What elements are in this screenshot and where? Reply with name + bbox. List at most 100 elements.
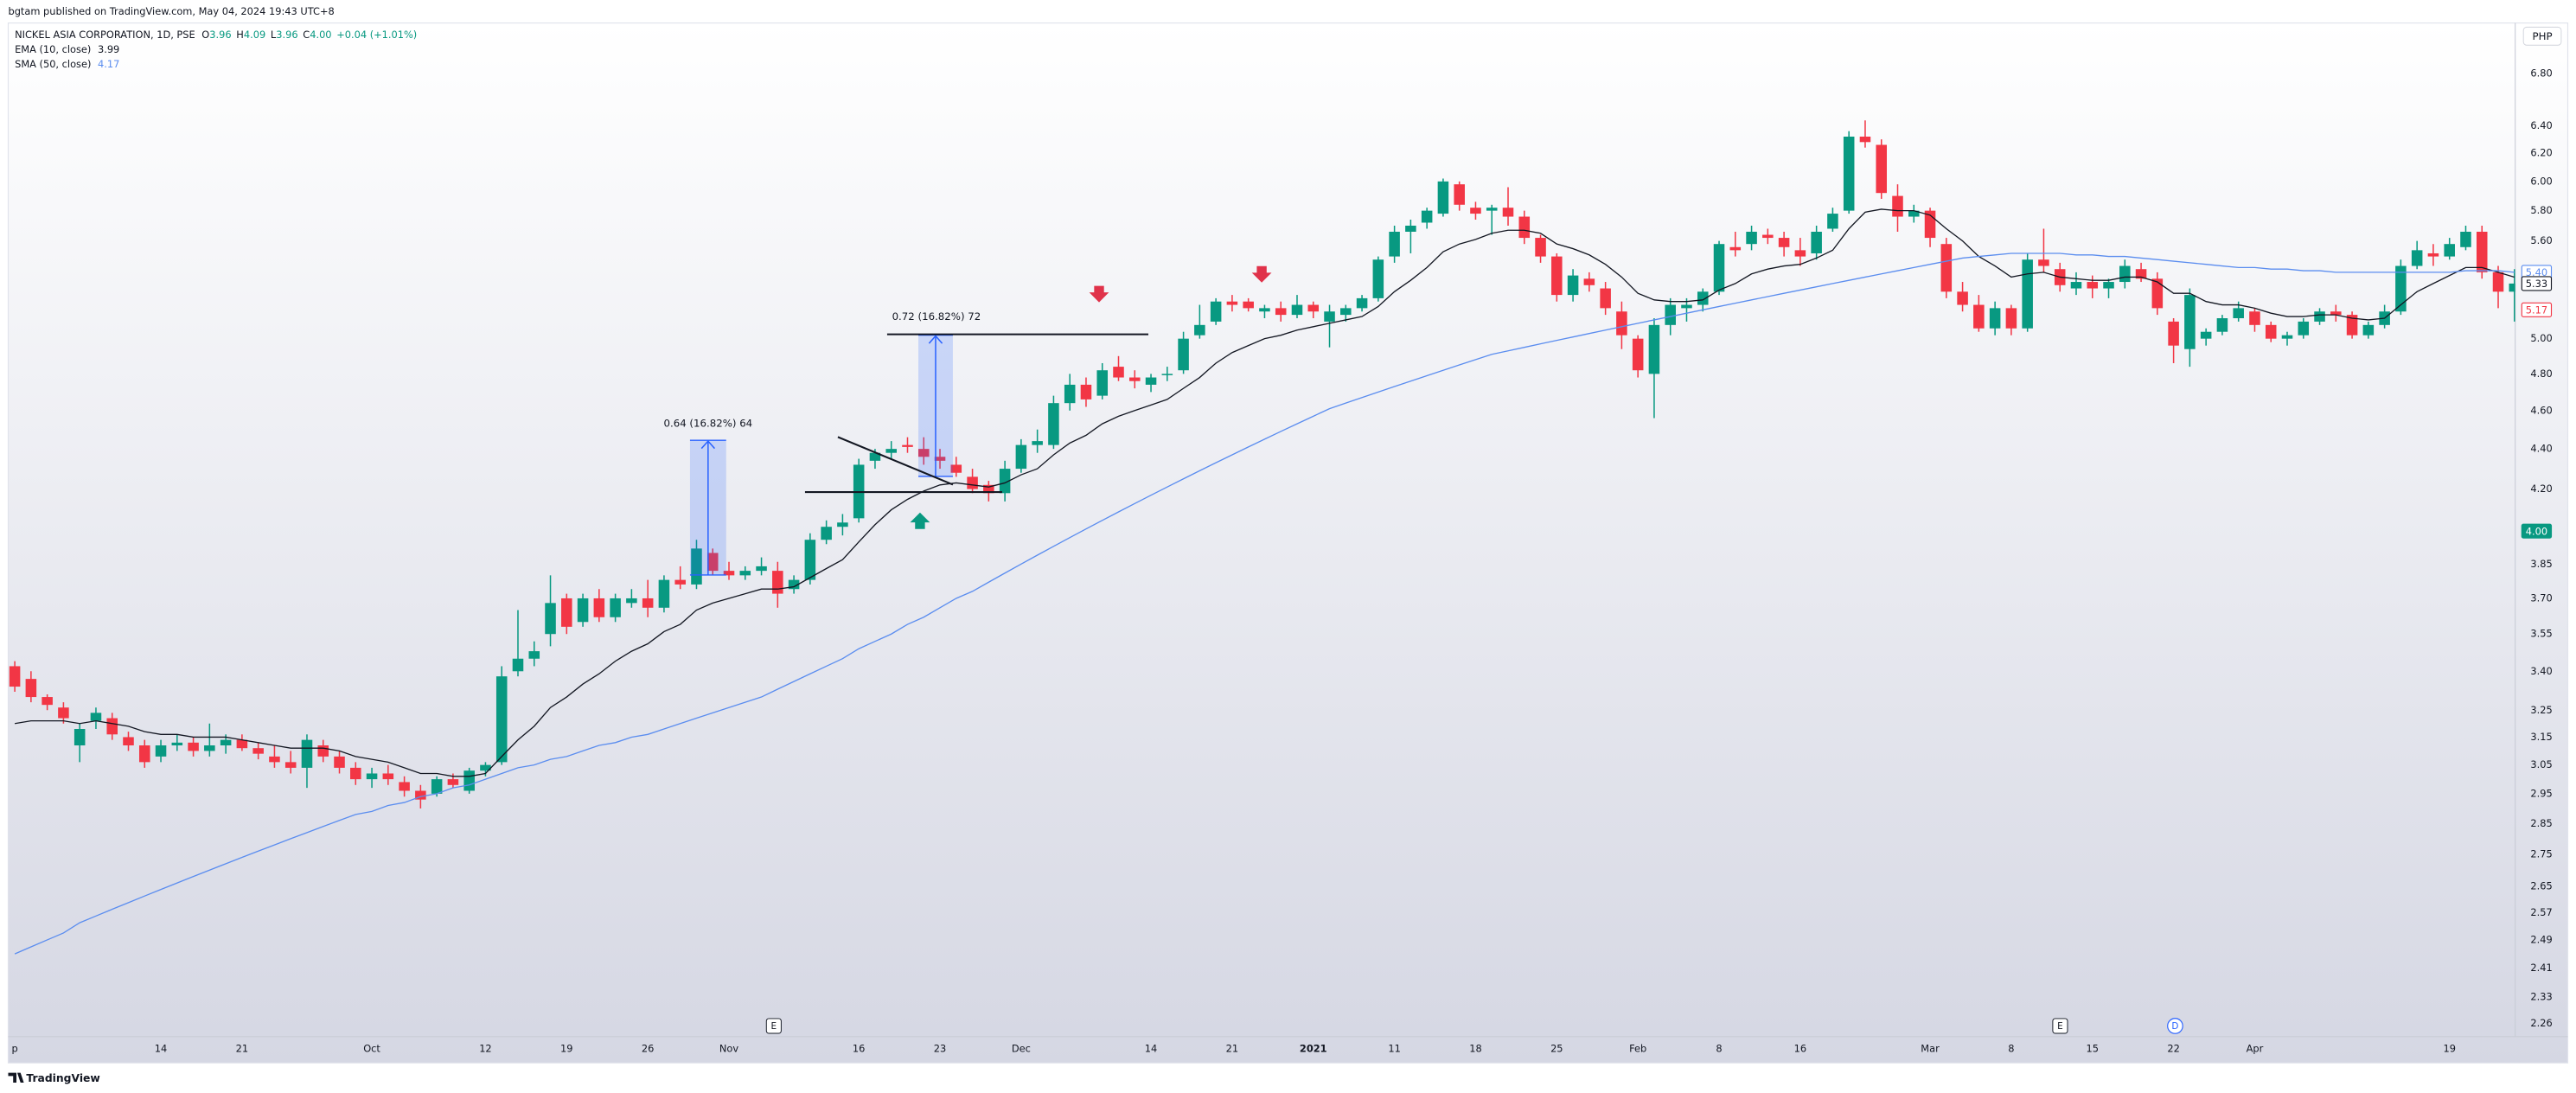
candle-body <box>236 739 248 749</box>
candle-body <box>350 767 361 780</box>
dividend-label[interactable]: D <box>2171 1021 2178 1032</box>
candle-body <box>2119 265 2131 283</box>
y-tick-label: 2.57 <box>2530 906 2552 918</box>
earnings-label[interactable]: E <box>771 1021 777 1032</box>
published-note: bgtam published on TradingView.com, May … <box>8 5 334 17</box>
candle-body <box>74 729 86 745</box>
legend-name: EMA (10, close) <box>15 42 91 54</box>
change: +0.04 (+1.01%) <box>336 28 417 40</box>
y-tick-label: 6.20 <box>2530 147 2552 159</box>
footer: TradingView <box>8 1072 100 1084</box>
candle-body <box>284 762 297 768</box>
candle-body <box>723 571 735 576</box>
candle-body <box>967 476 978 489</box>
y-tick-label: 6.40 <box>2530 119 2552 131</box>
candle-body <box>1762 234 1774 239</box>
currency[interactable]: PHP <box>2533 30 2553 42</box>
candle-body <box>1957 291 1968 305</box>
candle-body <box>2492 272 2504 292</box>
candle-body <box>674 579 686 585</box>
candle-body <box>658 579 670 608</box>
x-tick-label: 14 <box>1145 1043 1157 1055</box>
candle-body <box>2346 315 2358 336</box>
candle-body <box>610 598 621 617</box>
candle-body <box>2087 282 2099 289</box>
currency-box[interactable] <box>2522 26 2562 46</box>
measure-label: 0.72 (16.82%) 72 <box>892 310 981 323</box>
earnings-marker[interactable] <box>765 1018 782 1034</box>
candle-body <box>950 464 962 473</box>
candle-body <box>1340 308 1352 316</box>
y-tick-label: 6.80 <box>2530 67 2552 79</box>
x-tick-label: 2021 <box>1300 1043 1327 1055</box>
candle-body <box>1096 370 1109 396</box>
candle-body <box>2509 283 2515 292</box>
x-tick-label: Dec <box>1012 1043 1031 1055</box>
candle-body <box>1259 308 1270 312</box>
candle-body <box>188 742 199 751</box>
candle-body <box>1616 311 1627 336</box>
candle-body <box>1502 208 1514 217</box>
price-tag-label: 5.33 <box>2526 278 2547 290</box>
price-tag-label: 5.17 <box>2526 304 2547 316</box>
candle-body <box>269 756 280 763</box>
candle-body <box>528 651 540 659</box>
candle-body <box>2249 311 2260 325</box>
legend-value: 3.99 <box>98 42 119 54</box>
ohlc-key: H <box>236 28 244 40</box>
trend-line <box>837 436 954 486</box>
candle-body <box>42 697 53 706</box>
drawings: 0.64 (16.82%) 64 0.72 (16.82%) 72 E E D <box>663 265 2183 1034</box>
ohlc-key: L <box>271 28 277 40</box>
x-tick-label: 14 <box>155 1043 167 1055</box>
x-tick-label: 15 <box>2087 1043 2099 1055</box>
candle-body <box>1908 210 1920 217</box>
x-tick-label: Apr <box>2247 1043 2264 1055</box>
candle-body <box>1243 301 1254 309</box>
candle-body <box>2233 308 2244 318</box>
candle-body <box>1811 231 1822 253</box>
x-tick-label: 22 <box>2167 1043 2179 1055</box>
candle-body <box>1843 136 1855 211</box>
candle-body <box>1470 208 1481 214</box>
price-tag <box>2521 302 2553 317</box>
y-tick-label: 2.65 <box>2530 879 2552 892</box>
candle-body <box>1729 246 1742 251</box>
candle-body <box>317 745 329 757</box>
legend-ema-row: EMA (10, close) 3.99 <box>15 42 119 54</box>
candle-body <box>885 449 897 453</box>
candle-body <box>2265 324 2277 339</box>
y-tick-label: 5.80 <box>2530 204 2552 216</box>
candle-body <box>2005 308 2017 329</box>
candle-body <box>1372 259 1384 298</box>
candle-body <box>1567 275 1579 296</box>
candle-body <box>934 457 946 461</box>
y-tick-label: 2.33 <box>2530 991 2552 1003</box>
x-tick-label: 19 <box>2443 1043 2455 1055</box>
earnings-label[interactable]: E <box>2057 1021 2063 1032</box>
candle-body <box>902 444 913 447</box>
candle-body <box>2070 282 2082 289</box>
candle-body <box>480 764 491 771</box>
candle-body <box>2216 317 2228 332</box>
price-tag <box>2521 523 2553 539</box>
candle-body <box>2135 269 2147 279</box>
x-tick-label: 8 <box>2008 1043 2014 1055</box>
candle-body <box>1876 144 1888 194</box>
legend-symbol-row: NICKEL ASIA CORPORATION, 1D, PSE O3.96 H4.… <box>15 28 417 40</box>
candle-body <box>1161 374 1173 375</box>
earnings-marker[interactable] <box>2052 1018 2068 1034</box>
candle-body <box>1064 384 1076 404</box>
x-tick-label: Oct <box>363 1043 380 1055</box>
price-tag <box>2521 276 2553 291</box>
candle-body <box>1778 238 1790 247</box>
candle-body <box>1389 231 1400 257</box>
candle-body <box>1486 208 1498 211</box>
candle-body <box>171 742 183 745</box>
dividend-marker[interactable] <box>2167 1018 2183 1034</box>
candle-body <box>1015 444 1027 470</box>
logo-mark <box>8 1072 24 1083</box>
candle-body <box>9 666 21 687</box>
candle-body <box>382 773 394 780</box>
